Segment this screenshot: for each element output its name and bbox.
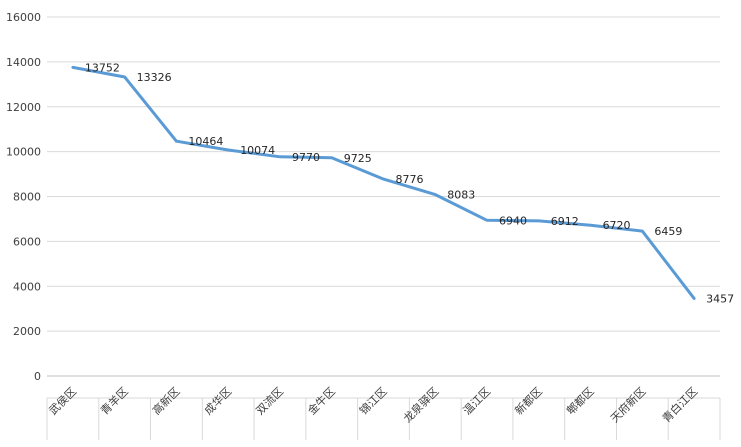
x-tick-label-9: 新都区: [512, 384, 545, 417]
data-label-5: 9725: [344, 152, 372, 165]
y-tick-label-12000: 12000: [6, 101, 41, 114]
x-tick-label-11: 天府新区: [607, 384, 648, 425]
data-label-8: 6940: [499, 214, 527, 227]
x-tick-label-7: 龙泉驿区: [400, 384, 441, 425]
x-tick-label-10: 郫都区: [563, 384, 596, 417]
x-tick-label-2: 高新区: [149, 384, 182, 417]
y-tick-label-6000: 6000: [13, 235, 41, 248]
data-label-1: 13326: [137, 71, 172, 84]
y-tick-label-4000: 4000: [13, 280, 41, 293]
y-tick-label-0: 0: [34, 370, 41, 383]
data-label-0: 13752: [85, 61, 120, 74]
data-labels: 13752 13326 10464 10074 9770 9725 8776 8083 6940…: [85, 61, 734, 305]
x-tick-label-12: 青白江区: [659, 384, 700, 425]
x-tick-label-0: 武侯区: [46, 384, 79, 417]
gridlines: [46, 16, 721, 440]
data-label-6: 8776: [396, 173, 424, 186]
x-axis: 武侯区 青羊区 高新区 成华区 双流区 金牛区 锦江区 龙泉驿区 温江区 新都区 郫都区 天府新区 青白…: [46, 384, 700, 425]
series-line: [71, 65, 696, 300]
data-label-9: 6912: [551, 215, 579, 228]
x-tick-label-6: 锦江区: [356, 384, 389, 417]
series-line-0: [71, 65, 696, 300]
y-axis: 0 2000 4000 6000 8000 10000 12000 14000 16000: [6, 11, 41, 383]
x-tick-label-8: 温江区: [461, 385, 494, 418]
data-label-3: 10074: [240, 144, 275, 157]
data-label-7: 8083: [447, 189, 475, 202]
y-tick-label-14000: 14000: [6, 56, 41, 69]
y-tick-label-8000: 8000: [13, 191, 41, 204]
x-tick-label-1: 青羊区: [98, 384, 131, 417]
data-label-12: 3457: [706, 292, 734, 305]
y-tick-label-10000: 10000: [6, 146, 41, 159]
data-label-10: 6720: [603, 219, 631, 232]
y-tick-label-2000: 2000: [13, 325, 41, 338]
data-label-2: 10464: [188, 135, 223, 148]
data-label-4: 9770: [292, 151, 320, 164]
x-tick-label-4: 双流区: [253, 384, 286, 417]
x-tick-label-5: 金牛区: [305, 384, 338, 417]
y-tick-label-16000: 16000: [6, 11, 41, 24]
data-label-11: 6459: [654, 225, 682, 238]
x-tick-label-3: 成华区: [201, 384, 234, 417]
